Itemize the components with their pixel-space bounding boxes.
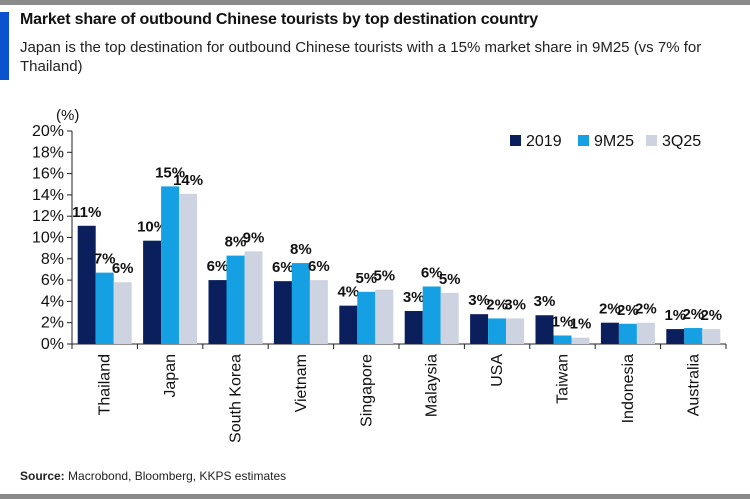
bar-3Q25 [113, 282, 132, 344]
y-tick-label: 0% [41, 336, 64, 353]
source-note: Source: Macrobond, Bloomberg, KKPS estim… [20, 469, 286, 483]
data-label-3Q25: 5% [373, 268, 395, 285]
y-tick-label: 16% [32, 166, 64, 183]
bar-9M25 [618, 323, 637, 344]
data-label-9M25: 2% [682, 306, 704, 323]
data-label-3Q25: 2% [700, 307, 722, 324]
top-frame-line [0, 0, 750, 5]
y-tick-label: 20% [32, 123, 64, 140]
data-label-2019: 4% [337, 284, 359, 301]
legend-swatch-9M25 [578, 135, 589, 146]
x-category-label: USA [489, 354, 506, 387]
data-label-9M25: 7% [94, 251, 116, 268]
data-label-9M25: 1% [552, 313, 574, 330]
bar-9M25 [161, 186, 180, 344]
data-label-2019: 10% [137, 219, 167, 236]
data-label-9M25: 8% [290, 241, 312, 258]
x-category-label: Taiwan [555, 354, 572, 404]
legend-label-3Q25: 3Q25 [662, 133, 701, 150]
bar-2019 [339, 305, 358, 344]
legend-label-2019: 2019 [526, 133, 562, 150]
data-label-3Q25: 1% [570, 316, 592, 333]
bar-2019 [273, 281, 292, 344]
bar-3Q25 [244, 251, 263, 344]
bar-2019 [143, 240, 162, 344]
x-category-label: Thailand [97, 354, 114, 415]
bar-2019 [208, 280, 227, 344]
bar-9M25 [291, 263, 310, 344]
data-label-2019: 3% [534, 293, 556, 310]
data-label-9M25: 8% [225, 234, 247, 251]
data-label-3Q25: 6% [308, 258, 330, 275]
bar-9M25 [488, 318, 507, 344]
chart-subtitle: Japan is the top destination for outboun… [20, 39, 702, 75]
y-tick-label: 10% [32, 230, 64, 247]
x-category-label: Malaysia [424, 354, 441, 417]
bar-9M25 [357, 291, 376, 344]
data-label-9M25: 2% [486, 296, 508, 313]
legend-swatch-3Q25 [646, 135, 657, 146]
title-accent-bar [0, 12, 9, 80]
x-category-label: Vietnam [293, 354, 310, 412]
legend-swatch-2019 [510, 135, 521, 146]
x-category-label: Japan [162, 354, 179, 398]
data-label-9M25: 15% [155, 164, 185, 181]
y-tick-label: 8% [41, 251, 64, 268]
bar-3Q25 [375, 289, 394, 344]
bar-9M25 [684, 328, 703, 344]
bar-2019 [470, 314, 489, 344]
y-axis-label: (%) [56, 107, 79, 124]
data-label-2019: 3% [403, 289, 425, 306]
y-tick-label: 12% [32, 208, 64, 225]
x-category-label: Australia [685, 354, 702, 416]
bar-2019 [77, 225, 96, 344]
bar-9M25 [95, 272, 114, 344]
legend-label-9M25: 9M25 [594, 133, 634, 150]
bar-3Q25 [636, 322, 655, 344]
bar-2019 [535, 315, 554, 344]
y-tick-label: 2% [41, 315, 64, 332]
data-label-3Q25: 3% [504, 296, 526, 313]
data-label-9M25: 2% [617, 302, 639, 319]
x-category-label: Singapore [358, 354, 375, 427]
data-label-2019: 2% [599, 301, 621, 318]
data-label-3Q25: 9% [243, 229, 265, 246]
bar-2019 [600, 322, 619, 344]
y-tick-label: 6% [41, 272, 64, 289]
bar-3Q25 [702, 329, 721, 344]
bar-9M25 [422, 286, 441, 344]
bar-3Q25 [309, 280, 328, 344]
data-label-3Q25: 5% [439, 271, 461, 288]
data-label-3Q25: 6% [112, 260, 134, 277]
source-label: Source: [20, 469, 65, 483]
bar-3Q25 [506, 318, 525, 344]
data-label-9M25: 6% [421, 264, 443, 281]
y-tick-label: 4% [41, 293, 64, 310]
data-label-3Q25: 2% [635, 301, 657, 318]
bottom-frame-line [0, 494, 750, 499]
data-label-2019: 11% [72, 204, 101, 221]
data-label-2019: 6% [207, 258, 229, 275]
data-label-2019: 1% [664, 307, 686, 324]
data-label-3Q25: 14% [173, 172, 203, 189]
bar-3Q25 [440, 292, 459, 344]
x-category-label: South Korea [228, 354, 245, 443]
bar-2019 [666, 329, 685, 344]
bar-9M25 [553, 335, 572, 344]
bar-2019 [404, 310, 423, 344]
source-text: Macrobond, Bloomberg, KKPS estimates [68, 469, 287, 483]
y-tick-label: 14% [32, 187, 64, 204]
data-label-2019: 6% [272, 259, 294, 276]
x-category-label: Indonesia [620, 354, 637, 423]
bar-3Q25 [179, 193, 198, 344]
data-label-9M25: 5% [355, 270, 377, 287]
bar-3Q25 [571, 337, 590, 344]
y-tick-label: 18% [32, 144, 64, 161]
data-label-2019: 3% [468, 292, 490, 309]
bar-9M25 [226, 255, 245, 344]
chart-title: Market share of outbound Chinese tourist… [20, 11, 538, 28]
